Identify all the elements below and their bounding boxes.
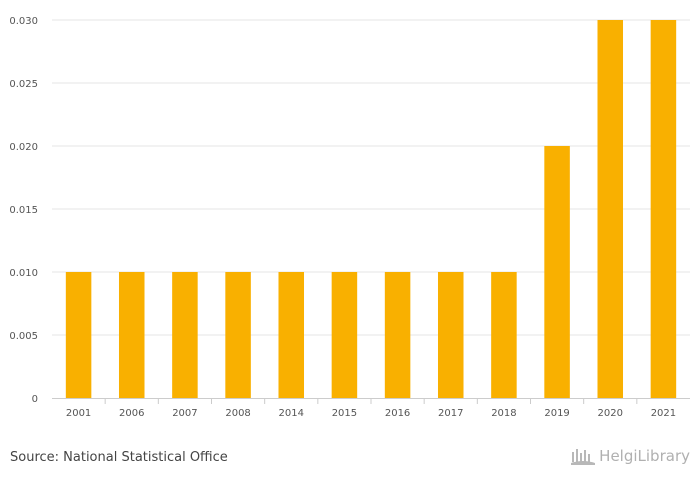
x-tick-label: 2007 (172, 408, 197, 419)
x-tick-label: 2017 (438, 408, 463, 419)
x-tick-label: 2001 (66, 408, 91, 419)
bar-2017[interactable] (437, 272, 464, 398)
x-tick-label: 2019 (544, 408, 569, 419)
bar-2008[interactable] (225, 272, 251, 398)
bar-2014[interactable] (278, 272, 305, 398)
y-axis: 0 0.005 0.010 0.015 0.020 0.025 0.030 (9, 16, 38, 405)
brand-logo[interactable]: HelgiLibrary (570, 446, 690, 466)
x-tick-label: 2020 (598, 408, 623, 419)
x-tick-label: 2021 (651, 408, 676, 419)
y-tick-label: 0.015 (9, 205, 38, 216)
source-note: Source: National Statistical Office (10, 450, 228, 465)
x-tick-label: 2014 (279, 408, 304, 419)
bar-2006[interactable] (118, 272, 145, 398)
y-tick-label: 0.025 (9, 79, 38, 90)
x-tick-label: 2008 (225, 408, 250, 419)
bar-2016[interactable] (384, 272, 411, 398)
bar-2018[interactable] (491, 272, 517, 398)
bar-chart: 0 0.005 0.010 0.015 0.020 0.025 0.030 2001 2006… (9, 16, 690, 419)
bar-2007[interactable] (172, 272, 198, 398)
y-tick-label: 0.030 (9, 16, 38, 27)
x-tick-label: 2016 (385, 408, 410, 419)
x-tick-label: 2018 (491, 408, 516, 419)
x-axis: 2001 2006 2007 2008 2014 2015 2016 2017 2018 2019… (52, 398, 690, 419)
bar-2001[interactable] (65, 272, 92, 398)
x-tick-label: 2015 (332, 408, 357, 419)
bar-2019[interactable] (544, 146, 570, 398)
bars (65, 20, 677, 398)
y-tick-label: 0.020 (9, 142, 38, 153)
bar-2021[interactable] (650, 20, 677, 398)
bar-2020[interactable] (597, 20, 624, 398)
y-tick-label: 0.010 (9, 268, 38, 279)
x-tick-label: 2006 (119, 408, 144, 419)
y-tick-label: 0 (32, 394, 38, 405)
brand-name: HelgiLibrary (599, 447, 690, 465)
grid (52, 19, 690, 336)
bar-2015[interactable] (331, 272, 358, 398)
y-tick-label: 0.005 (9, 331, 38, 342)
library-logo-icon (571, 449, 596, 465)
